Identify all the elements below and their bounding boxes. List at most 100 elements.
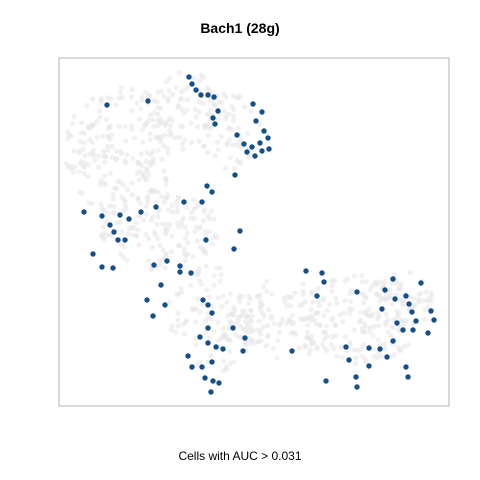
background-cell [179, 141, 185, 147]
background-cell [209, 241, 216, 247]
background-cell [211, 272, 217, 279]
background-cell [174, 209, 180, 215]
background-cell [82, 140, 88, 146]
background-cell [235, 318, 241, 324]
highlighted-cell [240, 348, 246, 354]
background-cell [147, 189, 153, 196]
background-cell [265, 334, 271, 340]
background-cell [235, 125, 242, 131]
background-cell [76, 169, 82, 175]
background-cell [199, 282, 205, 288]
background-cell [214, 265, 220, 271]
background-cell [201, 218, 207, 224]
background-cell [158, 194, 165, 200]
background-cell [91, 121, 97, 127]
background-cell [220, 293, 226, 299]
highlighted-cell [231, 246, 237, 252]
highlighted-cell [234, 132, 240, 138]
background-cell [104, 148, 111, 154]
background-cell [176, 224, 182, 230]
background-cell [137, 201, 143, 207]
background-cell [203, 263, 209, 269]
highlighted-cell [266, 146, 272, 152]
background-cell [95, 164, 102, 170]
background-cell [129, 232, 135, 238]
background-cell [155, 111, 161, 117]
background-cell [160, 247, 166, 253]
background-cell [134, 100, 140, 106]
background-cell [359, 353, 365, 359]
background-cell [334, 353, 340, 359]
background-cell [261, 313, 267, 319]
background-cell [250, 328, 256, 334]
background-cell [64, 136, 70, 142]
background-cell [308, 347, 314, 353]
background-cell [227, 291, 233, 297]
background-cell [288, 303, 294, 309]
highlighted-cell [323, 378, 329, 384]
background-cell [175, 102, 182, 108]
background-cell [166, 88, 172, 94]
background-cell [206, 112, 212, 118]
background-cell [223, 366, 230, 372]
background-cell [185, 85, 191, 91]
background-cell [92, 157, 98, 164]
background-cell [249, 313, 255, 319]
background-cell [139, 94, 145, 100]
background-cell [112, 185, 118, 191]
background-cell [221, 108, 228, 114]
background-cell [188, 210, 195, 216]
background-cell [320, 341, 326, 348]
highlighted-cell [354, 289, 360, 295]
background-cell [68, 166, 74, 172]
background-cell [164, 118, 171, 124]
background-cell [353, 355, 359, 361]
background-cell [191, 75, 197, 81]
background-cell [203, 228, 209, 234]
background-cell [211, 101, 217, 107]
highlighted-cell [384, 354, 390, 360]
background-cell [264, 288, 270, 294]
background-cell [195, 124, 201, 130]
background-cell [227, 361, 233, 367]
background-cell [167, 75, 173, 81]
background-cell [162, 132, 168, 138]
background-cell [292, 331, 299, 338]
background-cell [97, 182, 103, 188]
background-cell [143, 211, 150, 217]
highlighted-cell [205, 340, 211, 346]
background-cell [169, 233, 175, 239]
background-cell [151, 229, 157, 235]
background-cell [358, 317, 364, 323]
background-cells [63, 70, 435, 374]
highlighted-cell [186, 74, 192, 80]
background-cell [220, 325, 226, 331]
highlighted-cell [177, 269, 183, 275]
background-cell [391, 352, 397, 358]
highlighted-cell [216, 380, 222, 386]
background-cell [284, 320, 290, 326]
highlighted-cell [230, 325, 236, 331]
background-cell [124, 187, 131, 193]
background-cell [257, 307, 263, 313]
background-cell [135, 196, 141, 202]
background-cell [208, 353, 214, 359]
background-cell [182, 137, 188, 143]
background-cell [320, 295, 326, 301]
background-cell [296, 345, 302, 351]
background-cell [205, 132, 211, 138]
highlighted-cell [259, 148, 265, 154]
background-cell [180, 146, 186, 152]
background-cell [183, 253, 189, 259]
background-cell [227, 155, 233, 161]
background-cell [96, 153, 102, 159]
highlighted-cell [208, 389, 214, 395]
background-cell [229, 142, 235, 148]
highlighted-cell [209, 310, 215, 316]
background-cell [261, 284, 267, 290]
background-cell [248, 307, 254, 313]
background-cell [207, 107, 213, 113]
background-cell [397, 284, 403, 290]
background-cell [228, 103, 235, 109]
background-cell [200, 100, 207, 106]
